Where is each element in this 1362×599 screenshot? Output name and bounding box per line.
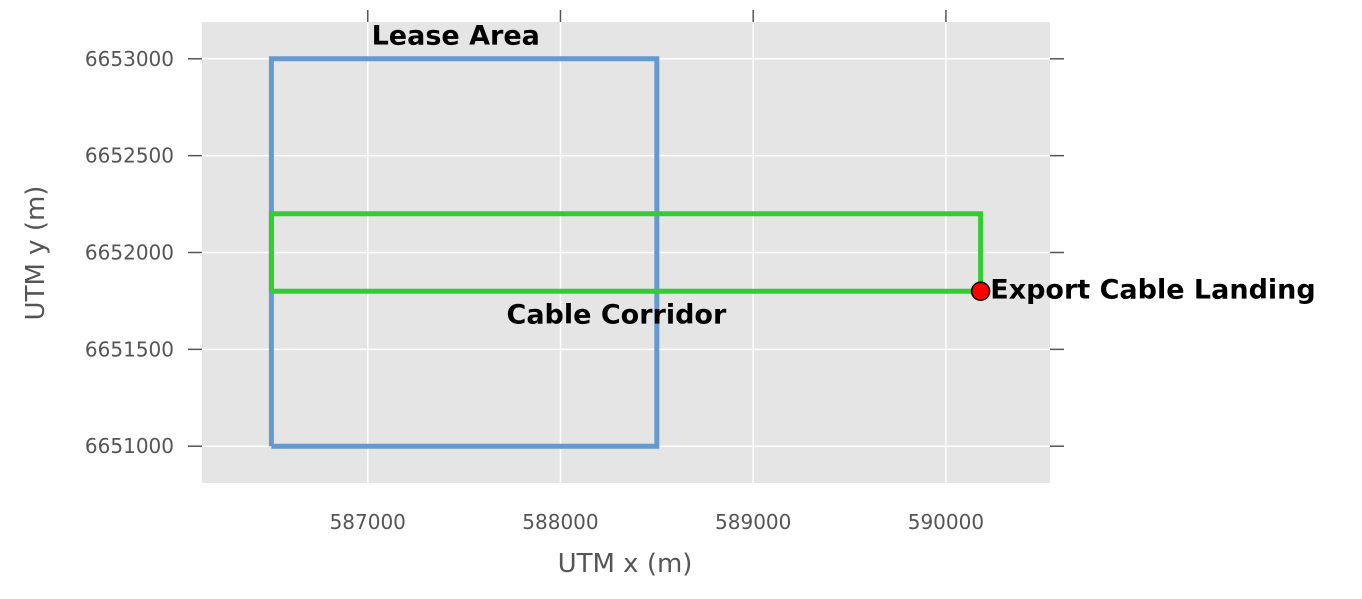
x-tick-label: 587000 [330,510,406,534]
annotation-export-cable-landing: Export Cable Landing [990,274,1315,305]
y-tick-label: 6651500 [85,337,174,361]
annotations-layer: Lease Area Cable Corridor Export Cable Lan… [372,21,1316,331]
x-axis-title: UTM x (m) [558,549,693,579]
axis-ticks [188,10,1064,447]
annotation-cable-corridor: Cable Corridor [507,299,727,330]
x-tick-label: 589000 [715,510,791,534]
point-export-cable-landing [970,281,991,301]
y-tick-label: 6651000 [85,434,174,458]
y-tick-label: 6653000 [85,47,174,71]
x-tick-label: 588000 [522,510,598,534]
y-axis-title: UTM y (m) [21,186,51,321]
tick-labels: 587000 588000 589000 590000 6651000 6651500 66… [85,47,984,534]
annotation-lease-area: Lease Area [372,21,540,52]
y-tick-label: 6652500 [85,144,174,168]
series-layer [268,56,984,449]
x-tick-label: 590000 [908,510,984,534]
y-tick-label: 6652000 [85,241,174,265]
points-layer [970,281,991,301]
series-cable-corridor [268,211,984,294]
series-lease-area [268,56,660,449]
